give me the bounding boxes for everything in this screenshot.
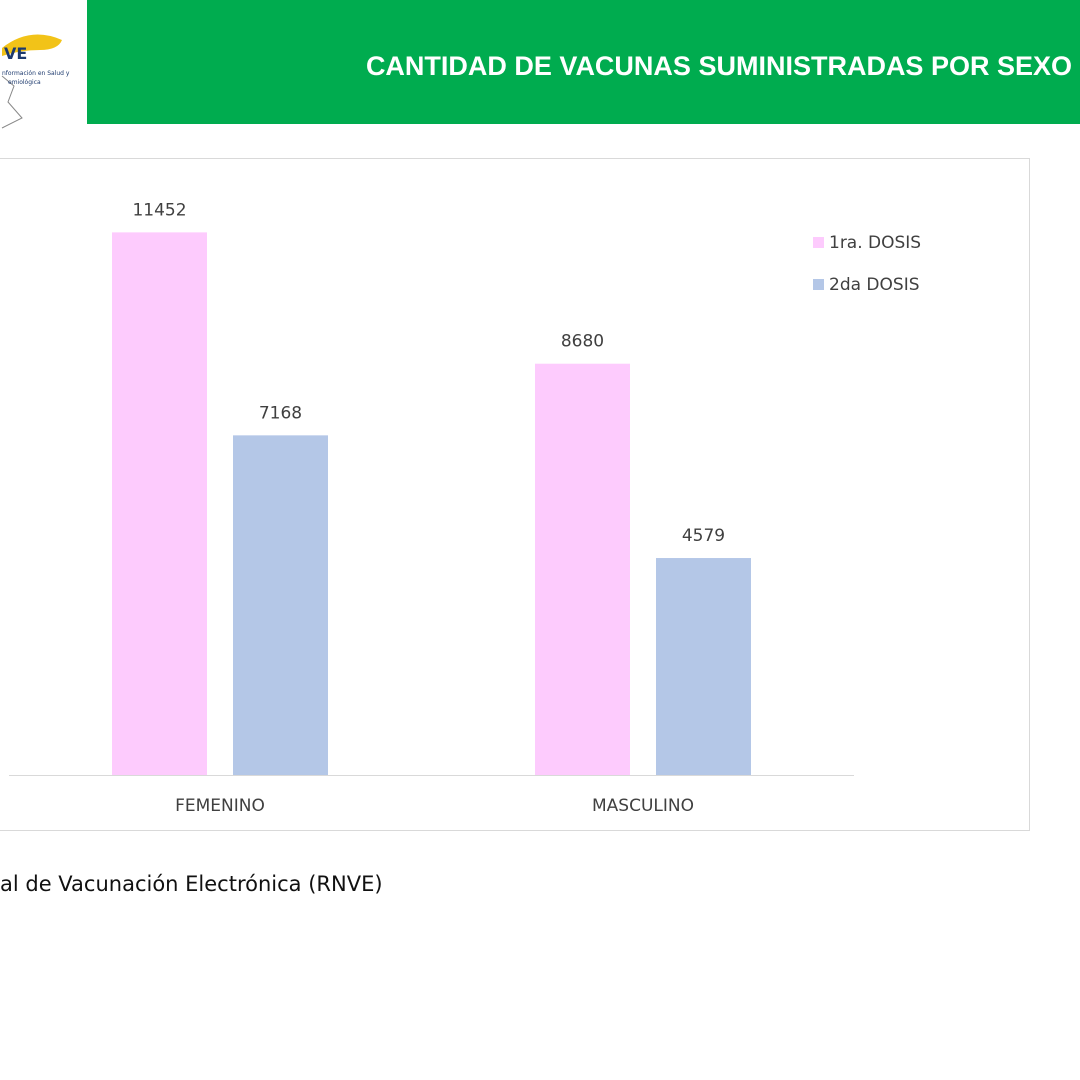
- logo: VE nformación en Salud y emiológica: [0, 0, 70, 140]
- data-label-femenino-series-2: 7168: [259, 403, 302, 423]
- bar-femenino-series-1: [112, 232, 207, 775]
- source-note: al de Vacunación Electrónica (RNVE): [0, 872, 383, 896]
- bar-masculino-series-1: [535, 363, 630, 775]
- data-label-femenino-series-1: 11452: [132, 200, 186, 220]
- x-tick-label-femenino: FEMENINO: [175, 796, 265, 816]
- legend-swatch-series-1: [813, 237, 824, 248]
- header-band: CANTIDAD DE VACUNAS SUMINISTRADAS POR SE…: [87, 0, 1080, 124]
- bar-femenino-series-2: [233, 435, 328, 775]
- legend-swatch-series-2: [813, 279, 824, 290]
- x-tick-label-masculino: MASCULINO: [592, 796, 694, 816]
- legend-label-series-1: 1ra. DOSIS: [829, 233, 921, 253]
- data-label-masculino-series-1: 8680: [561, 332, 604, 352]
- bar-chart: 11452 7168 FEMENINO 8680 4579 MASCULINO 1ra. D…: [9, 200, 921, 816]
- data-label-masculino-series-2: 4579: [682, 526, 725, 546]
- logo-subtitle-2: emiológica: [8, 79, 41, 86]
- bar-masculino-series-2: [656, 558, 751, 775]
- logo-text: VE: [4, 44, 28, 63]
- page-title: CANTIDAD DE VACUNAS SUMINISTRADAS POR SE…: [365, 51, 1072, 81]
- chart-area: 11452 7168 FEMENINO 8680 4579 MASCULINO 1ra. D…: [0, 158, 1030, 831]
- legend-label-series-2: 2da DOSIS: [829, 275, 920, 295]
- logo-emblem-icon: [1, 34, 62, 129]
- logo-subtitle-1: nformación en Salud y: [2, 70, 70, 77]
